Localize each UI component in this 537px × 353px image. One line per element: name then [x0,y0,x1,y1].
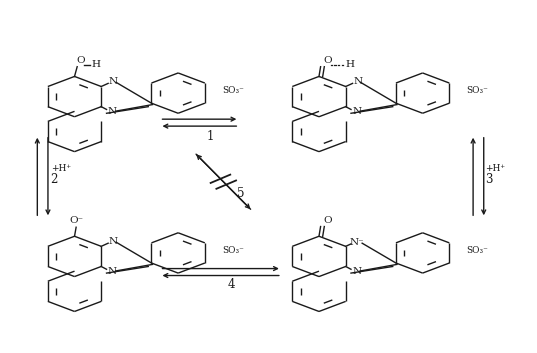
Text: 4: 4 [228,278,235,291]
Text: N: N [353,77,362,86]
Text: H: H [345,60,354,69]
Text: SO₃⁻: SO₃⁻ [467,86,489,95]
Text: 2: 2 [50,173,58,186]
Text: 3: 3 [485,173,492,186]
Text: O: O [323,56,332,65]
Text: +H⁺: +H⁺ [485,164,505,173]
Text: O: O [77,56,85,65]
Text: +H⁺: +H⁺ [50,164,71,173]
Text: 5: 5 [237,187,244,200]
Text: SO₃⁻: SO₃⁻ [222,246,244,255]
Text: N: N [352,267,361,275]
Text: O: O [323,216,332,225]
Text: SO₃⁻: SO₃⁻ [467,246,489,255]
Text: N: N [108,267,117,275]
Text: H: H [91,60,100,69]
Text: N⁻: N⁻ [350,238,364,247]
Text: SO₃⁻: SO₃⁻ [222,86,244,95]
Text: O⁻: O⁻ [69,216,83,225]
Text: 1: 1 [206,130,214,143]
Text: N: N [109,77,118,86]
Text: N: N [109,237,118,246]
Text: N: N [108,107,117,116]
Text: N: N [352,107,361,116]
